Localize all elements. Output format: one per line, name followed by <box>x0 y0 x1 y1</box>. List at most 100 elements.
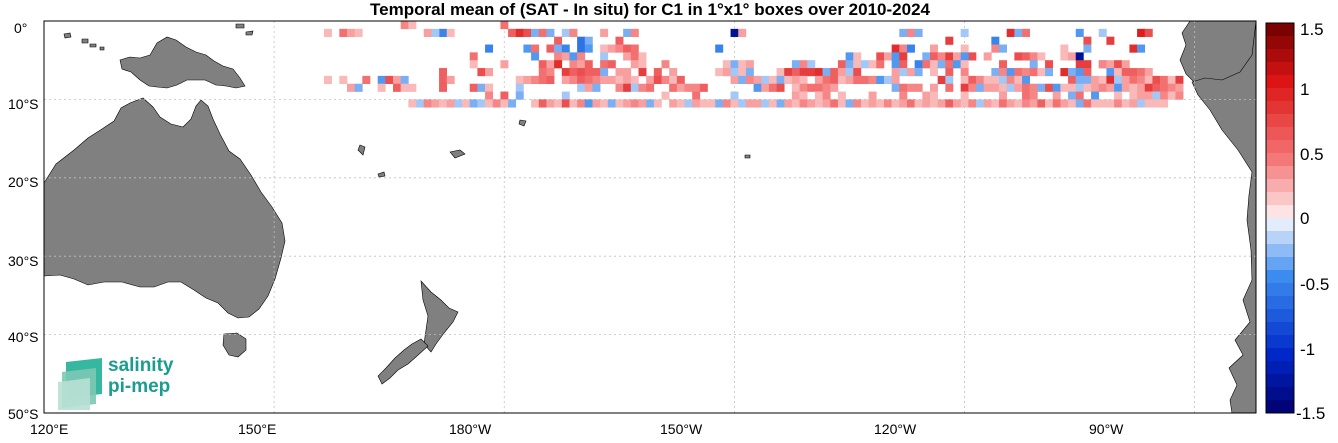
data-cell <box>600 75 609 85</box>
data-cell <box>1091 75 1100 85</box>
data-cell <box>715 44 724 53</box>
data-cell <box>738 28 747 37</box>
data-cell <box>623 44 632 53</box>
south-america-coast <box>1191 21 1256 413</box>
data-cells-layer <box>323 21 1184 108</box>
data-cell <box>630 99 639 108</box>
data-cell <box>554 60 563 69</box>
data-cell <box>814 68 823 77</box>
data-cell <box>592 75 601 85</box>
data-cell <box>937 99 946 108</box>
data-cell <box>569 99 578 108</box>
data-cell <box>937 52 946 61</box>
data-cell <box>799 75 808 85</box>
data-cell <box>1121 83 1130 92</box>
data-cell <box>500 91 509 100</box>
data-cell <box>999 99 1007 108</box>
data-cell <box>354 28 363 37</box>
data-cell <box>569 28 578 37</box>
data-cell <box>1137 75 1146 85</box>
data-cell <box>814 99 823 108</box>
data-cell <box>976 83 984 92</box>
data-cell <box>1037 83 1046 92</box>
data-cell <box>477 83 486 92</box>
data-cell <box>615 68 624 77</box>
data-cell <box>1052 99 1061 108</box>
data-cell <box>623 75 632 85</box>
data-cell <box>546 99 555 108</box>
data-cell <box>960 28 969 37</box>
data-cell <box>1075 99 1084 108</box>
data-cell <box>393 83 401 92</box>
colorbar-tick: -1.5 <box>1296 404 1326 423</box>
data-cell <box>799 60 808 69</box>
data-cell <box>531 99 540 108</box>
data-cell <box>1114 91 1123 100</box>
data-cell <box>730 60 739 69</box>
data-cell <box>929 99 938 108</box>
data-cell <box>845 52 854 61</box>
data-cell <box>899 83 908 92</box>
data-cell <box>914 60 923 69</box>
data-cell <box>1129 44 1138 53</box>
colorbar-segment <box>1266 322 1294 336</box>
data-cell <box>761 99 770 108</box>
data-cell <box>960 99 969 108</box>
data-cell <box>508 28 517 37</box>
data-cell <box>477 99 486 108</box>
colorbar-segment <box>1266 101 1294 115</box>
colorbar-segment <box>1266 166 1294 180</box>
data-cell <box>883 75 892 85</box>
colorbar-segment <box>1266 244 1294 258</box>
data-cell <box>561 99 570 108</box>
data-cell <box>1129 75 1138 85</box>
data-cell <box>1129 91 1138 100</box>
data-cell <box>1075 75 1084 85</box>
data-cell <box>561 75 570 85</box>
data-cell <box>385 75 394 85</box>
data-cell <box>531 28 540 37</box>
colorbar-tick: 0 <box>1300 209 1310 228</box>
data-cell <box>439 28 448 37</box>
data-cell <box>577 99 586 108</box>
data-cell <box>684 83 693 92</box>
data-cell <box>630 75 639 85</box>
data-cell <box>1022 75 1031 85</box>
data-cell <box>1083 75 1092 85</box>
data-cell <box>446 99 455 108</box>
data-cell <box>546 75 555 85</box>
data-cell <box>393 75 401 85</box>
data-cell <box>784 68 793 77</box>
data-cell <box>1014 99 1023 108</box>
data-cell <box>1037 99 1046 108</box>
logo-line-2: pi-mep <box>108 376 171 397</box>
data-cell <box>1075 68 1084 77</box>
data-cell <box>730 75 739 85</box>
data-cell <box>584 68 593 77</box>
data-cell <box>960 52 969 61</box>
data-cell <box>607 99 616 108</box>
data-cell <box>1075 52 1084 61</box>
data-cell <box>630 60 639 69</box>
data-cell <box>339 28 348 37</box>
data-cell <box>347 28 355 37</box>
data-cell <box>676 75 685 85</box>
data-cell <box>1052 83 1061 92</box>
data-cell <box>600 99 609 108</box>
data-cell <box>377 75 386 85</box>
data-cell <box>354 83 363 92</box>
colorbar-segment <box>1266 75 1294 89</box>
data-cell <box>1114 68 1123 77</box>
data-cell <box>485 91 494 100</box>
data-cell <box>676 83 685 92</box>
data-cell <box>1106 99 1115 108</box>
data-cell <box>1014 75 1023 85</box>
data-cell <box>377 83 386 92</box>
data-cell <box>323 28 332 37</box>
data-cell <box>745 68 754 77</box>
colorbar-segment <box>1266 62 1294 76</box>
data-cell <box>546 60 555 69</box>
lon-label: 120°W <box>874 421 917 437</box>
data-cell <box>1068 68 1077 77</box>
data-cell <box>1114 83 1123 92</box>
